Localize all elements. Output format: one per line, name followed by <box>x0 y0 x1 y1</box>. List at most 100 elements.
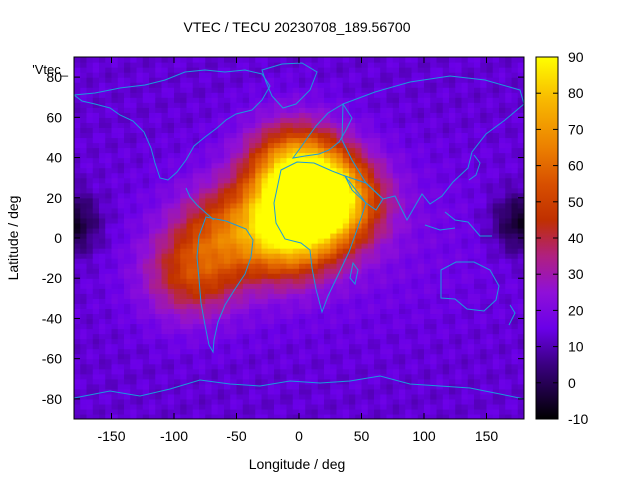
heatmap-cell <box>92 378 100 385</box>
heatmap-cell <box>130 283 138 289</box>
heatmap-cell <box>505 268 513 274</box>
heatmap-cell <box>149 368 156 375</box>
heatmap-cell <box>136 318 144 325</box>
heatmap-cell <box>424 268 431 274</box>
heatmap-cell <box>242 227 250 234</box>
heatmap-cell <box>149 107 156 113</box>
heatmap-cell <box>355 77 363 83</box>
heatmap-cell <box>142 202 150 209</box>
heatmap-cell <box>86 413 94 419</box>
heatmap-cell <box>455 383 463 390</box>
heatmap-cell <box>355 303 363 309</box>
heatmap-cell <box>436 147 444 154</box>
heatmap-cell <box>349 393 356 400</box>
heatmap-cell <box>330 92 338 98</box>
heatmap-cell <box>267 413 275 419</box>
heatmap-cell <box>92 72 100 78</box>
heatmap-cell <box>336 222 344 229</box>
heatmap-cell <box>436 212 444 219</box>
heatmap-cell <box>249 393 256 400</box>
heatmap-cell <box>386 217 394 224</box>
heatmap-cell <box>180 328 188 335</box>
heatmap-cell <box>355 258 363 264</box>
heatmap-cell <box>161 147 169 154</box>
heatmap-cell <box>299 413 306 419</box>
heatmap-cell <box>399 232 406 239</box>
heatmap-cell <box>174 393 181 400</box>
heatmap-cell <box>299 227 306 234</box>
heatmap-cell <box>374 117 381 123</box>
heatmap-cell <box>224 358 231 365</box>
heatmap-cell <box>80 318 88 325</box>
heatmap-cell <box>117 393 125 400</box>
heatmap-cell <box>361 358 369 365</box>
heatmap-cell <box>180 403 188 410</box>
heatmap-cell <box>161 167 169 174</box>
heatmap-cell <box>249 328 256 335</box>
heatmap-cell <box>505 222 513 229</box>
heatmap-cell <box>392 177 400 184</box>
heatmap-cell <box>292 393 300 400</box>
heatmap-cell <box>80 273 88 279</box>
heatmap-cell <box>355 187 363 194</box>
heatmap-cell <box>261 353 269 360</box>
heatmap-cell <box>436 227 444 234</box>
heatmap-cell <box>111 97 119 103</box>
heatmap-cell <box>324 363 331 370</box>
heatmap-cell <box>392 82 400 88</box>
heatmap-cell <box>305 373 313 380</box>
heatmap-cell <box>399 263 406 269</box>
heatmap-cell <box>474 192 481 199</box>
heatmap-cell <box>367 82 375 88</box>
heatmap-cell <box>499 323 506 330</box>
heatmap-cell <box>499 107 506 113</box>
heatmap-cell <box>230 238 238 244</box>
heatmap-cell <box>267 408 275 415</box>
heatmap-cell <box>267 243 275 249</box>
heatmap-cell <box>211 67 219 73</box>
heatmap-cell <box>142 137 150 144</box>
heatmap-cell <box>436 408 444 415</box>
heatmap-cell <box>124 318 131 325</box>
heatmap-cell <box>367 343 375 350</box>
heatmap-cell <box>155 268 163 274</box>
heatmap-cell <box>74 202 81 209</box>
heatmap-cell <box>249 117 256 123</box>
heatmap-cell <box>361 298 369 304</box>
heatmap-cell <box>211 328 219 335</box>
heatmap-cell <box>80 202 88 209</box>
heatmap-cell <box>224 253 231 259</box>
heatmap-cell <box>474 117 481 123</box>
heatmap-cell <box>249 343 256 350</box>
heatmap-cell <box>361 192 369 199</box>
heatmap-cell <box>124 343 131 350</box>
heatmap-cell <box>117 298 125 304</box>
heatmap-cell <box>392 227 400 234</box>
heatmap-cell <box>105 187 113 194</box>
heatmap-cell <box>499 142 506 149</box>
heatmap-cell <box>255 308 263 315</box>
heatmap-cell <box>186 403 194 410</box>
heatmap-cell <box>367 162 375 169</box>
heatmap-cell <box>461 142 469 149</box>
heatmap-cell <box>461 87 469 93</box>
heatmap-cell <box>317 167 325 174</box>
heatmap-cell <box>317 92 325 98</box>
heatmap-cell <box>236 172 244 179</box>
heatmap-cell <box>242 323 250 330</box>
heatmap-cell <box>99 288 106 294</box>
heatmap-cell <box>255 142 263 149</box>
heatmap-cell <box>380 207 388 214</box>
heatmap-cell <box>199 383 206 390</box>
heatmap-cell <box>236 248 244 254</box>
heatmap-cell <box>455 177 463 184</box>
heatmap-cell <box>399 363 406 370</box>
heatmap-cell <box>242 333 250 340</box>
heatmap-cell <box>224 293 231 299</box>
heatmap-cell <box>336 283 344 289</box>
heatmap-cell <box>242 288 250 294</box>
heatmap-cell <box>480 273 488 279</box>
heatmap-cell <box>424 278 431 284</box>
heatmap-cell <box>267 197 275 204</box>
heatmap-cell <box>280 268 288 274</box>
